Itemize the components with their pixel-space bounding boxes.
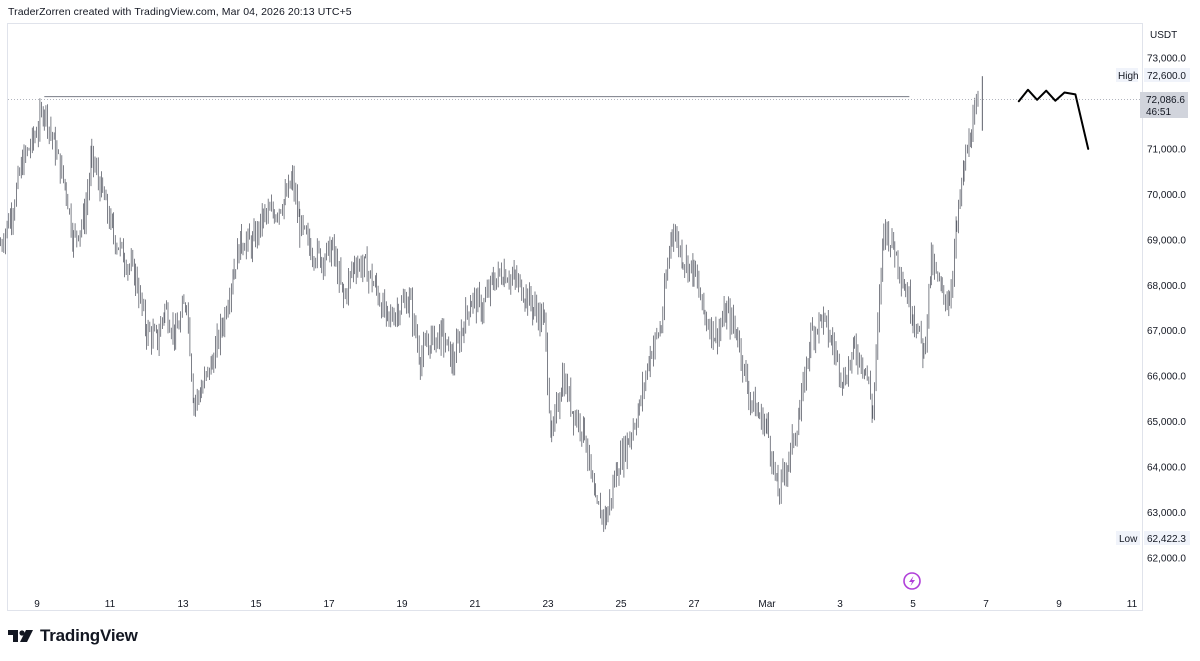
time-tick-label: 3 <box>837 599 843 610</box>
time-tick-label: 11 <box>105 599 116 610</box>
price-tick-label: 63,000.0 <box>1147 508 1186 519</box>
time-tick-label: 25 <box>615 599 627 610</box>
price-tick-label: 69,000.0 <box>1147 235 1186 246</box>
price-tick-label: 68,000.0 <box>1147 281 1186 292</box>
time-tick-label: 9 <box>1056 599 1062 610</box>
last-price-tag: 72,086.6 46:51 <box>1140 92 1188 118</box>
lightning-event-icon[interactable] <box>903 572 921 590</box>
time-tick-label: 19 <box>396 599 408 610</box>
time-tick-label: 5 <box>910 599 916 610</box>
time-tick-label: 17 <box>323 599 335 610</box>
time-tick-label: 11 <box>1127 599 1138 610</box>
time-tick-label: 13 <box>177 599 189 610</box>
tradingview-wordmark: TradingView <box>40 626 138 645</box>
price-tick-label: 64,000.0 <box>1147 463 1186 474</box>
projection-drawing[interactable] <box>1017 88 1090 150</box>
high-value: 72,600.0 <box>1147 71 1186 82</box>
high-marker: High 72,600.0 <box>1116 68 1190 82</box>
tradingview-logo-icon <box>8 630 33 642</box>
time-tick-label: Mar <box>758 599 776 610</box>
price-tick-label: 71,000.0 <box>1147 144 1186 155</box>
chart-attribution: TraderZorren created with TradingView.co… <box>8 6 352 18</box>
candles-layer <box>0 76 983 532</box>
price-axis[interactable]: USDT 73,000.0 71,000.0 70,000.0 69,000.0 68,… <box>1147 30 1186 565</box>
time-tick-label: 15 <box>250 599 262 610</box>
last-price-countdown: 46:51 <box>1146 107 1171 118</box>
low-label: Low <box>1119 534 1138 545</box>
price-tick-label: 73,000.0 <box>1147 54 1186 65</box>
chart-pane[interactable] <box>7 23 1143 611</box>
low-value: 62,422.3 <box>1147 534 1186 545</box>
tradingview-logo[interactable]: TradingView <box>8 626 138 646</box>
currency-label: USDT <box>1150 30 1177 41</box>
time-tick-label: 7 <box>983 599 989 610</box>
price-tick-label: 70,000.0 <box>1147 190 1186 201</box>
time-tick-label: 23 <box>542 599 554 610</box>
price-tick-label: 66,000.0 <box>1147 372 1186 383</box>
time-tick-label: 9 <box>34 599 40 610</box>
last-price-value: 72,086.6 <box>1146 95 1185 106</box>
low-marker: Low 62,422.3 <box>1116 531 1190 545</box>
time-tick-label: 21 <box>469 599 481 610</box>
price-tick-label: 62,000.0 <box>1147 554 1186 565</box>
time-tick-label: 27 <box>688 599 700 610</box>
price-tick-label: 65,000.0 <box>1147 417 1186 428</box>
high-label: High <box>1118 71 1139 82</box>
price-tick-label: 67,000.0 <box>1147 326 1186 337</box>
time-axis[interactable]: 9 11 13 15 17 19 21 23 25 27 Mar 3 5 7 9 11 <box>34 599 1137 610</box>
